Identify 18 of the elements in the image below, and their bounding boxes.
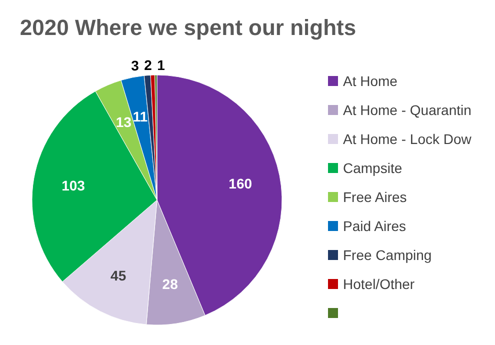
data-label: 28: [162, 276, 178, 292]
data-label: 13: [116, 114, 132, 130]
data-label: 3: [131, 57, 140, 74]
data-label: 2: [144, 57, 152, 74]
legend-label: Free Camping: [343, 246, 432, 262]
legend-label: Free Aires: [343, 188, 407, 204]
data-label: 103: [62, 177, 86, 194]
data-label: 45: [110, 268, 126, 284]
data-label: 160: [228, 175, 252, 192]
data-label: 11: [132, 108, 148, 125]
legend-label: At Home - Quarantin: [343, 102, 472, 118]
legend-label: Hotel/Other: [343, 276, 415, 292]
chart-title: 2020 Where we spent our nights: [18, 14, 358, 42]
legend-label: At Home: [343, 72, 398, 88]
legend-label: Paid Aires: [343, 218, 406, 234]
data-label: 1: [157, 57, 166, 74]
legend-label: At Home - Lock Dow: [343, 130, 472, 146]
legend-label: Campsite: [343, 160, 402, 176]
